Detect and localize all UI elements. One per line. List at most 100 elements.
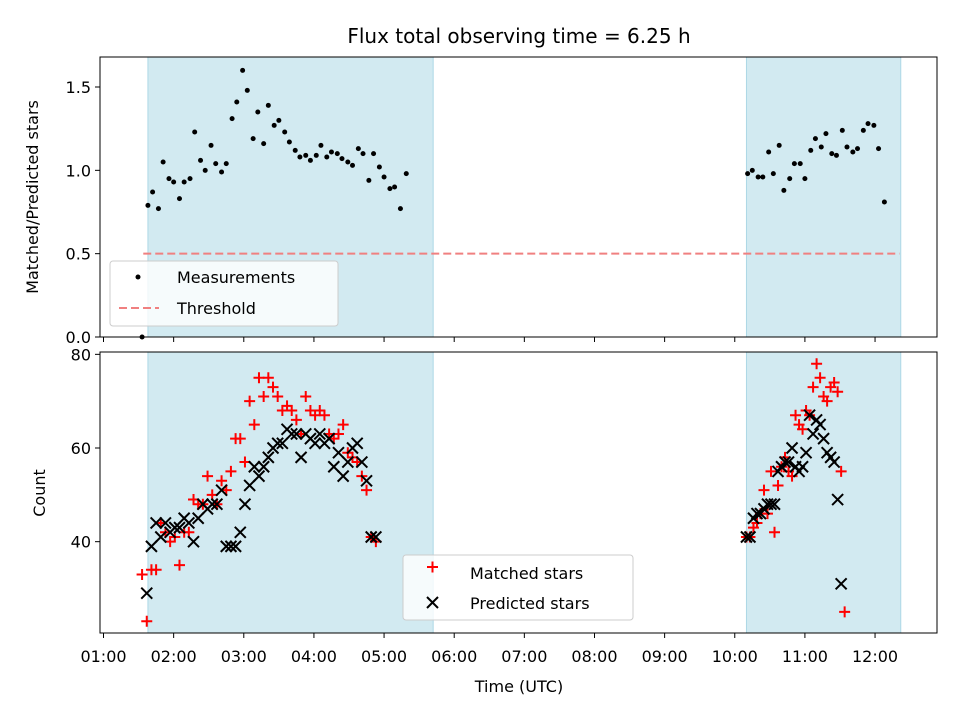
matched-star-point [173,559,185,571]
predicted-star-point [799,446,813,459]
x-tick-label: 01:00 [80,647,126,666]
legend-marker-matched [427,561,438,573]
measurement-point [198,157,204,163]
matched-star-point [821,395,833,407]
predicted-star-point [149,516,163,530]
legend-label-measurements: Measurements [177,268,295,287]
predicted-star-point [224,540,238,553]
matched-star-point [258,390,270,402]
predicted-star-point [308,437,322,450]
matched-star-point [244,395,256,407]
predicted-star-point [782,455,795,469]
matched-star-point [765,465,777,477]
measurement-point [876,146,882,152]
measurement-point [324,154,330,160]
predicted-star-point [350,437,364,450]
measurement-point [213,161,219,167]
predicted-star-point [336,469,350,483]
predicted-star-point [827,455,841,469]
matched-star-point [309,409,321,421]
predicted-star-point [327,460,341,473]
measurement-point [292,147,298,153]
matched-star-point [234,433,246,445]
x-tick-label: 05:00 [361,647,407,666]
matched-star-point [314,405,326,417]
predicted-star-point [831,493,844,506]
top-axes-frame [99,56,938,338]
measurement-point [860,127,866,133]
measurement-point [208,142,214,148]
predicted-star-point [290,427,303,441]
predicted-star-point [750,507,764,520]
measurement-point [829,151,835,157]
measurement-point [745,171,751,177]
matched-star-point [267,381,279,393]
predicted-star-point [252,469,266,483]
measurement-point [261,141,267,147]
matched-star-point [797,423,809,435]
predicted-star-point [313,427,326,441]
predicted-star-point [360,474,373,487]
top-observing-window-2 [745,56,902,338]
measurement-point [797,161,803,167]
measurement-point [387,186,393,192]
chart-title: Flux total observing time = 6.25 h [347,24,690,48]
measurement-point [276,117,282,123]
measurement-point [844,144,850,150]
measurement-point [770,171,776,177]
bottom-y-tick-label: 80 [71,345,91,364]
measurement-point [360,151,366,157]
measurement-point [160,159,166,165]
measurement-point [219,169,225,175]
predicted-star-point [248,460,261,473]
top-panel: 0.0 0.5 1.0 1.5 Matched/Predicted stars Mea… [23,56,938,347]
measurement-point [192,129,198,135]
measurement-point [303,152,309,158]
bottom-observing-windows [147,351,902,634]
bottom-x-ticks: 01:00 02:00 03:00 04:00 05:00 06:00 07:00 08:00… [80,633,898,666]
predicted-star-point [168,521,182,534]
measurement-point [240,67,246,73]
matched-star-point [790,409,802,421]
predicted-star-point [173,521,186,534]
predicted-star-point [768,498,781,511]
predicted-star-point [154,530,167,544]
matched-star-point [225,465,237,477]
legend-marker-predicted [426,596,439,609]
measurement-point [403,171,409,177]
measurement-point [355,146,361,152]
matched-star-point [811,358,823,370]
bottom-y-ticks: 40 60 80 [71,345,100,552]
measurement-point [871,122,877,128]
measurement-point [297,154,303,160]
matched-star-point [286,405,298,417]
measurement-point [839,127,845,133]
top-y-tick-label: 1.0 [66,161,91,180]
measurement-point [760,174,766,180]
predicted-star-point [740,530,753,544]
measurement-point [307,157,313,163]
predicted-star-point [159,516,172,530]
measurement-point [366,177,372,183]
top-x-ticks [103,337,876,342]
measurement-point [244,87,250,93]
measurement-point [392,184,398,190]
x-axis-label: Time (UTC) [474,677,563,696]
measurement-point [202,167,208,173]
top-y-ticks: 0.0 0.5 1.0 1.5 [66,78,100,347]
top-legend: Measurements Threshold [109,260,339,327]
matched-star-point [758,484,770,496]
measurement-point [313,152,319,158]
measurement-point [802,176,808,182]
bottom-legend: Matched stars Predicted stars [402,554,634,621]
measurement-point [176,196,182,202]
predicted-star-point [229,540,242,553]
predicted-star-point [813,418,827,431]
predicted-star-point [191,512,205,525]
predicted-star-point [140,586,153,600]
predicted-star-point [294,451,308,464]
x-tick-label: 09:00 [642,647,688,666]
matched-star-point [272,390,284,402]
legend-label-threshold: Threshold [176,299,256,318]
measurement-point [823,131,829,137]
